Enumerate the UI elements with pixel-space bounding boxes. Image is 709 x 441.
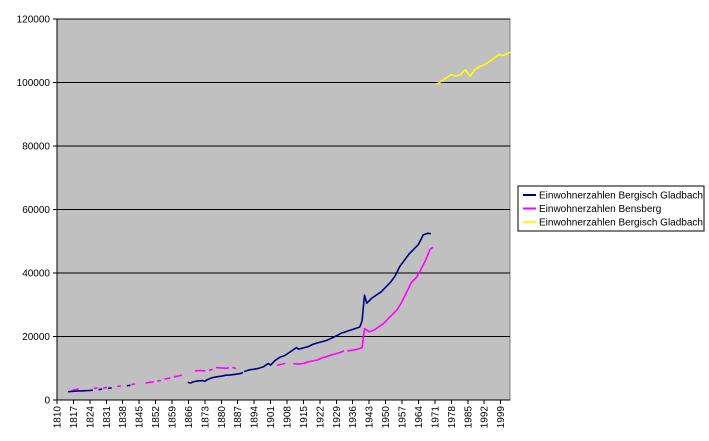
y-tick-label: 100000 [17, 78, 51, 89]
axes: 0 20000 40000 60000 80000 100000 120000 1810 181… [17, 15, 510, 429]
series-3 [436, 51, 511, 85]
x-tick-label: 1915 [299, 406, 310, 429]
x-tick-label: 1985 [463, 406, 474, 429]
x-tick-label: 1887 [233, 406, 244, 429]
y-tick-label: 80000 [22, 142, 50, 153]
y-tick-label: 20000 [22, 332, 50, 343]
series-line [187, 371, 244, 384]
x-tick-label: 1957 [398, 406, 409, 429]
x-tick-label: 1964 [414, 406, 425, 429]
x-tick-label: 1831 [102, 406, 113, 429]
series-line [164, 377, 171, 380]
series-line [436, 51, 511, 85]
legend-label: Einwohnerzahlen Bergisch Gladbach [539, 191, 703, 202]
y-tick-label: 40000 [22, 269, 50, 280]
x-tick-label: 1873 [200, 406, 211, 429]
x-tick-label: 1810 [53, 406, 64, 429]
x-tick-label: 1838 [118, 406, 129, 429]
series-line [67, 389, 93, 393]
series-line [208, 368, 213, 372]
x-tick-label: 1901 [266, 406, 277, 429]
series-line [293, 350, 345, 365]
x-tick-label: 1817 [69, 406, 80, 429]
y-tick-label: 0 [44, 396, 50, 407]
x-tick-label: 1929 [332, 406, 343, 429]
series-lines [67, 51, 511, 393]
x-tick-label: 1845 [135, 406, 146, 429]
x-tick-label: 1971 [430, 406, 441, 429]
x-tick-label: 1943 [365, 406, 376, 429]
x-tick-label: 1936 [348, 406, 359, 429]
series-line [215, 366, 230, 370]
y-tick-label: 60000 [22, 205, 50, 216]
legend-label: Einwohnerzahlen Bergisch Gladbach [539, 218, 703, 229]
x-tick-label: 1992 [480, 406, 491, 429]
series-line [276, 362, 286, 366]
series-2 [72, 246, 434, 391]
gridlines [57, 18, 510, 337]
x-tick-label: 1950 [381, 406, 392, 429]
series-1 [67, 232, 432, 393]
x-tick-label: 1908 [283, 406, 294, 429]
series-line [145, 381, 154, 384]
legend: Einwohnerzahlen Bergisch Gladbach Einwohn… [517, 185, 705, 232]
series-line [232, 366, 237, 370]
x-tick-label: 1880 [217, 406, 228, 429]
series-line [72, 388, 79, 391]
x-tick-label: 1999 [496, 406, 507, 429]
series-line [347, 246, 434, 352]
x-tick-label: 1894 [250, 406, 261, 429]
x-tick-label: 1824 [85, 406, 96, 429]
series-line [173, 374, 183, 378]
x-tick-label: 1922 [315, 406, 326, 429]
x-tick-label: 1978 [447, 406, 458, 429]
x-tick-label: 1866 [184, 406, 195, 429]
series-line [244, 232, 432, 373]
legend-label: Einwohnerzahlen Bensberg [539, 204, 661, 215]
y-tick-label: 120000 [17, 15, 51, 26]
x-tick-label: 1859 [168, 406, 179, 429]
x-tick-label: 1852 [151, 406, 162, 429]
legend-box [517, 185, 705, 232]
